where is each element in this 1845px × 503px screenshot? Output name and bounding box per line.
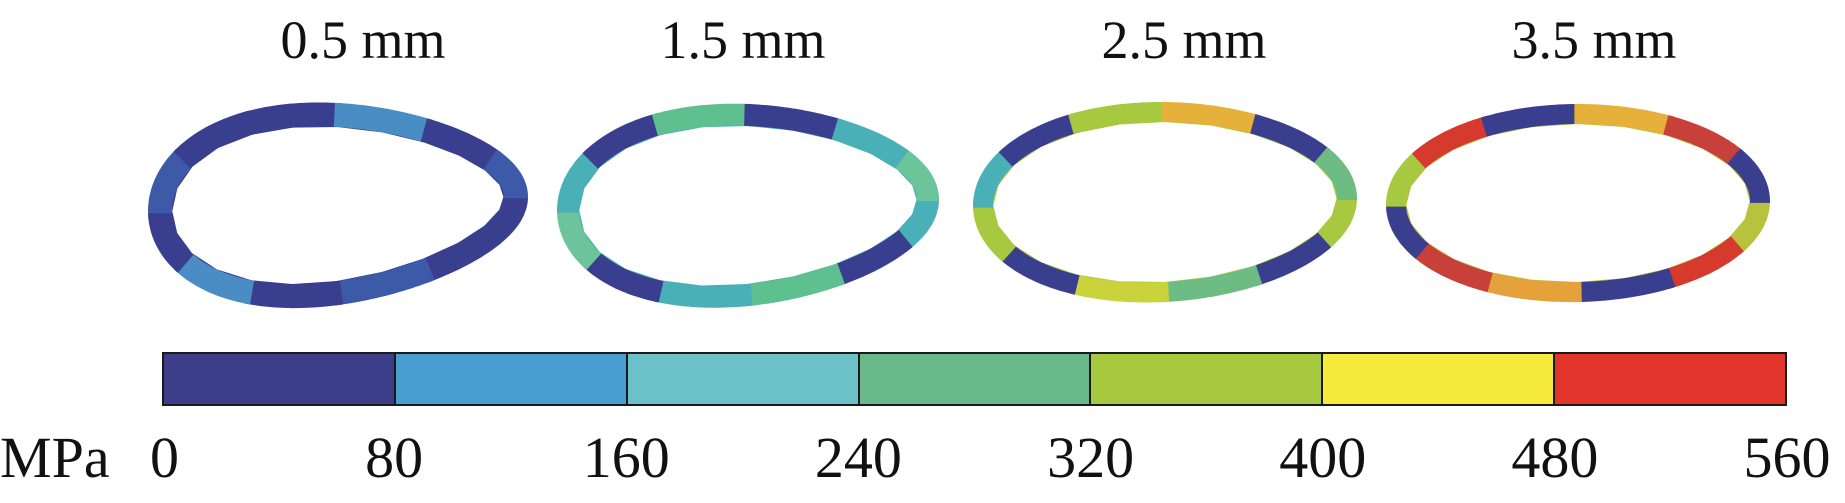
- stent-ring-2-segment: [1160, 265, 1263, 303]
- scale-swatch: [627, 354, 860, 404]
- stent-ring-1-segment: [895, 150, 939, 202]
- stent-ring-2-segment: [1161, 102, 1263, 136]
- stent-ring-3-segment: [1574, 104, 1676, 137]
- stent-ring-0-segment: [243, 279, 344, 309]
- stent-ring-0: [148, 102, 528, 309]
- stent-ring-1: [557, 103, 939, 308]
- stent-ring-0-segment: [482, 195, 528, 246]
- stent-ring-3-segment: [1574, 268, 1676, 302]
- stent-ring-2: [973, 102, 1357, 303]
- stent-ring-1-segment: [894, 198, 939, 250]
- scale-tick-160: 160: [582, 425, 670, 490]
- stent-ring-3-segment: [1662, 236, 1744, 289]
- stent-ring-0-segment: [173, 110, 256, 169]
- stent-ring-1-segment: [744, 103, 845, 142]
- scale-tick-560: 560: [1743, 425, 1831, 490]
- stent-ring-0-segment: [483, 149, 528, 199]
- scale-swatch: [1091, 354, 1324, 404]
- stent-ring-1-segment: [652, 279, 753, 308]
- stent-ring-2-segment: [973, 148, 1016, 208]
- stent-ring-2-segment: [1068, 273, 1170, 303]
- scale-swatch: [1555, 354, 1786, 404]
- scale-tick-320: 320: [1047, 425, 1135, 490]
- stent-ring-3-segment: [1386, 150, 1429, 207]
- panel-label-2: 2.5 mm: [1101, 10, 1267, 70]
- stent-ring-1-segment: [582, 112, 665, 169]
- scale-tick-480: 480: [1511, 425, 1599, 490]
- stent-ring-1-segment: [557, 208, 602, 270]
- stent-ring-1-segment: [743, 263, 845, 307]
- scale-tick-80: 80: [365, 425, 424, 490]
- stent-ring-3-segment: [1386, 203, 1429, 259]
- panel-label-3: 3.5 mm: [1511, 10, 1677, 70]
- stent-ring-1-segment: [651, 103, 753, 136]
- color-scale-bar: [162, 352, 1787, 406]
- stent-ring-0-segment: [173, 251, 255, 305]
- stent-ring-1-segment: [831, 229, 913, 287]
- stent-ring-0-segment: [420, 118, 502, 172]
- stent-ring-2-segment: [998, 112, 1081, 167]
- stent-ring-2-segment: [973, 203, 1016, 262]
- stent-ring-1-segment: [582, 250, 664, 303]
- stent-ring-3: [1386, 104, 1770, 303]
- panel-label-1: 1.5 mm: [660, 10, 826, 70]
- stent-ring-2-segment: [998, 243, 1080, 295]
- stent-ring-0-segment: [332, 257, 435, 306]
- stent-rings: [148, 102, 1770, 309]
- scale-unit-label: MPa: [0, 425, 110, 490]
- stent-ring-0-segment: [148, 147, 194, 214]
- stent-ring-2-segment: [1250, 114, 1331, 166]
- stent-ring-3-segment: [1480, 104, 1582, 137]
- scale-swatch: [395, 354, 628, 404]
- scale-swatch: [164, 354, 396, 404]
- panel-label-0: 0.5 mm: [280, 10, 446, 70]
- stent-ring-1-segment: [557, 149, 602, 213]
- scale-tick-240: 240: [814, 425, 902, 490]
- stent-ring-0-segment: [419, 224, 502, 283]
- scale-tick-0: 0: [150, 425, 179, 490]
- stent-ring-2-segment: [1068, 102, 1169, 134]
- stent-ring-1-segment: [831, 118, 913, 171]
- stent-ring-3-segment: [1411, 115, 1493, 169]
- stent-ring-3-segment: [1663, 115, 1744, 167]
- stent-ring-3-segment: [1412, 240, 1493, 293]
- scale-swatch: [859, 354, 1092, 404]
- stent-ring-3-segment: [1727, 148, 1770, 203]
- scale-swatch: [1323, 354, 1556, 404]
- stent-ring-0-segment: [148, 209, 194, 273]
- scale-tick-400: 400: [1279, 425, 1367, 490]
- stent-ring-3-segment: [1727, 199, 1770, 255]
- stent-ring-2-segment: [1314, 147, 1357, 200]
- stent-ring-2-segment: [1249, 232, 1332, 287]
- stent-ring-3-segment: [1481, 271, 1582, 303]
- stent-ring-2-segment: [1314, 196, 1357, 251]
- stent-ring-0-segment: [333, 102, 434, 144]
- stent-ring-0-segment: [242, 102, 343, 136]
